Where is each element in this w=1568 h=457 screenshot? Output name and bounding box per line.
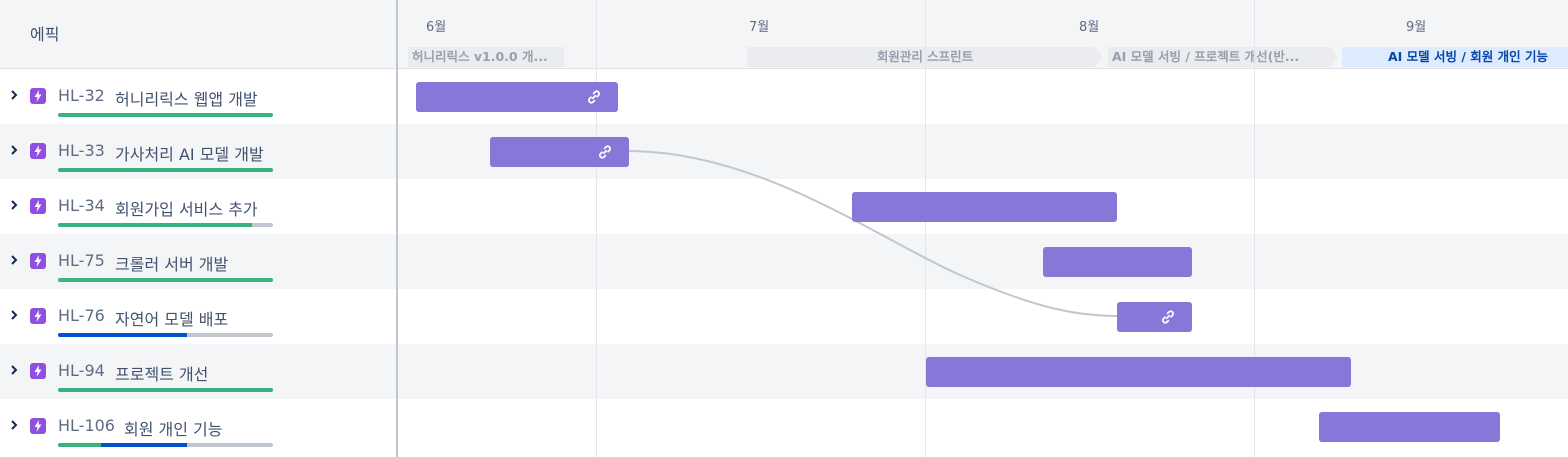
epic-progress-bar	[58, 443, 273, 447]
epic-key[interactable]: HL-94	[58, 361, 105, 380]
progress-done-segment	[58, 168, 273, 172]
epic-row-header[interactable]: HL-32 허니리릭스 웹앱 개발	[0, 69, 396, 124]
progress-done-segment	[58, 278, 273, 282]
epic-lightning-icon	[30, 308, 46, 324]
link-icon[interactable]	[1160, 309, 1176, 325]
month-label-august: 8월	[1079, 20, 1100, 35]
epic-name[interactable]: 회원가입 서비스 추가	[115, 200, 258, 219]
epic-row-header[interactable]: HL-94 프로젝트 개선	[0, 344, 396, 399]
epic-key[interactable]: HL-75	[58, 251, 105, 270]
epic-name[interactable]: 회원 개인 기능	[124, 420, 223, 439]
epic-row[interactable]: HL-75 크롤러 서버 개발	[0, 234, 1568, 289]
epic-timeline-bar[interactable]	[926, 357, 1351, 387]
month-label-june: 6월	[426, 20, 447, 35]
epic-row-header[interactable]: HL-34 회원가입 서비스 추가	[0, 179, 396, 234]
progress-done-segment	[58, 443, 101, 447]
epic-row[interactable]: HL-34 회원가입 서비스 추가	[0, 179, 1568, 234]
progress-in-progress-segment	[58, 333, 187, 337]
chevron-right-icon[interactable]	[7, 142, 21, 156]
chevron-right-icon[interactable]	[7, 252, 21, 266]
epic-progress-bar	[58, 333, 273, 337]
epic-row-header[interactable]: HL-33 가사처리 AI 모델 개발	[0, 124, 396, 179]
month-gridline	[1254, 0, 1255, 457]
link-icon[interactable]	[586, 89, 602, 105]
epic-progress-bar	[58, 278, 273, 282]
epic-name[interactable]: 가사처리 AI 모델 개발	[115, 145, 264, 164]
chevron-right-icon[interactable]	[7, 87, 21, 101]
epic-progress-bar	[58, 113, 273, 117]
epic-row[interactable]: HL-32 허니리릭스 웹앱 개발	[0, 69, 1568, 124]
sprint-chip[interactable]: 허니리릭스 v1.0.0 개...	[408, 47, 564, 67]
epic-name[interactable]: 크롤러 서버 개발	[115, 255, 229, 274]
chevron-right-icon[interactable]	[7, 307, 21, 321]
progress-in-progress-segment	[101, 443, 187, 447]
epic-key[interactable]: HL-33	[58, 141, 105, 160]
epic-key[interactable]: HL-34	[58, 196, 105, 215]
progress-done-segment	[58, 388, 273, 392]
link-icon[interactable]	[597, 144, 613, 160]
epic-key[interactable]: HL-106	[58, 416, 115, 435]
chevron-right-icon[interactable]	[7, 362, 21, 376]
epic-timeline-bar[interactable]	[1117, 302, 1192, 332]
month-label-july: 7월	[749, 20, 770, 35]
epic-lightning-icon	[30, 253, 46, 269]
epic-row-header[interactable]: HL-106 회원 개인 기능	[0, 399, 396, 454]
epic-column-header: 에픽	[0, 0, 396, 69]
chevron-right-icon[interactable]	[7, 417, 21, 431]
epic-progress-bar	[58, 388, 273, 392]
epic-lightning-icon	[30, 418, 46, 434]
epic-timeline-bar[interactable]	[490, 137, 629, 167]
epic-row-header[interactable]: HL-75 크롤러 서버 개발	[0, 234, 396, 289]
epic-row[interactable]: HL-76 자연어 모델 배포	[0, 289, 1568, 344]
epic-name[interactable]: 프로젝트 개선	[115, 365, 209, 384]
month-gridline	[925, 0, 926, 457]
epic-lightning-icon	[30, 198, 46, 214]
chevron-right-icon[interactable]	[7, 197, 21, 211]
epic-timeline-bar[interactable]	[852, 192, 1117, 222]
epic-key[interactable]: HL-76	[58, 306, 105, 325]
progress-done-segment	[58, 223, 252, 227]
epic-timeline-bar[interactable]	[1319, 412, 1500, 442]
epic-key[interactable]: HL-32	[58, 86, 105, 105]
month-gridline	[596, 0, 597, 457]
epic-lightning-icon	[30, 363, 46, 379]
month-label-september: 9월	[1406, 20, 1427, 35]
epic-row[interactable]: HL-106 회원 개인 기능	[0, 399, 1568, 454]
epic-timeline-bar[interactable]	[1043, 247, 1192, 277]
epic-name[interactable]: 자연어 모델 배포	[115, 310, 229, 329]
pane-divider[interactable]	[396, 0, 398, 457]
epic-name[interactable]: 허니리릭스 웹앱 개발	[115, 90, 258, 109]
progress-done-segment	[58, 113, 273, 117]
epic-row-header[interactable]: HL-76 자연어 모델 배포	[0, 289, 396, 344]
epic-lightning-icon	[30, 88, 46, 104]
sprint-chip[interactable]: AI 모델 서빙 / 프로젝트 개선(반...	[1108, 47, 1338, 67]
epic-progress-bar	[58, 223, 273, 227]
epic-column-title: 에픽	[30, 25, 60, 44]
epic-lightning-icon	[30, 143, 46, 159]
timeline-header: 6월 7월 8월 9월 허니리릭스 v1.0.0 개... 회원관리 스프린트 …	[398, 0, 1568, 69]
sprint-chip-active[interactable]: AI 모델 서빙 / 회원 개인 기능	[1342, 47, 1568, 67]
epic-progress-bar	[58, 168, 273, 172]
epic-row[interactable]: HL-33 가사처리 AI 모델 개발	[0, 124, 1568, 179]
epic-timeline-bar[interactable]	[416, 82, 618, 112]
